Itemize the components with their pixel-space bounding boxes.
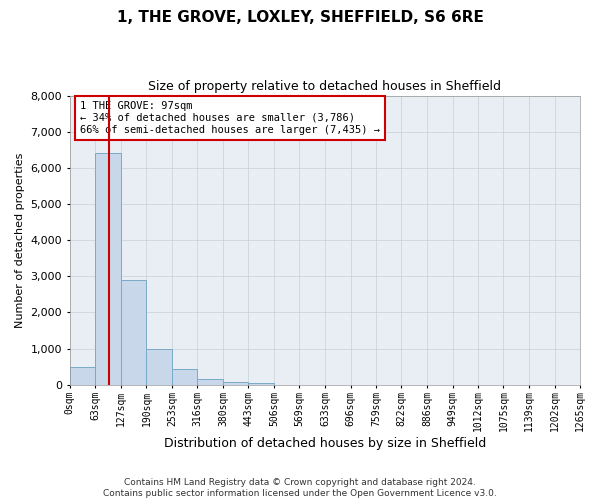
Text: Contains HM Land Registry data © Crown copyright and database right 2024.
Contai: Contains HM Land Registry data © Crown c… [103,478,497,498]
Y-axis label: Number of detached properties: Number of detached properties [15,152,25,328]
Bar [146,348,172,385]
Text: 1, THE GROVE, LOXLEY, SHEFFIELD, S6 6RE: 1, THE GROVE, LOXLEY, SHEFFIELD, S6 6RE [116,10,484,25]
Bar [121,280,146,385]
X-axis label: Distribution of detached houses by size in Sheffield: Distribution of detached houses by size … [164,437,486,450]
Bar [223,382,248,385]
Bar [172,369,197,385]
Bar [95,154,121,385]
Title: Size of property relative to detached houses in Sheffield: Size of property relative to detached ho… [148,80,502,93]
Bar [197,378,223,385]
Text: 1 THE GROVE: 97sqm
← 34% of detached houses are smaller (3,786)
66% of semi-deta: 1 THE GROVE: 97sqm ← 34% of detached hou… [80,102,380,134]
Bar [70,368,95,385]
Bar [248,383,274,385]
